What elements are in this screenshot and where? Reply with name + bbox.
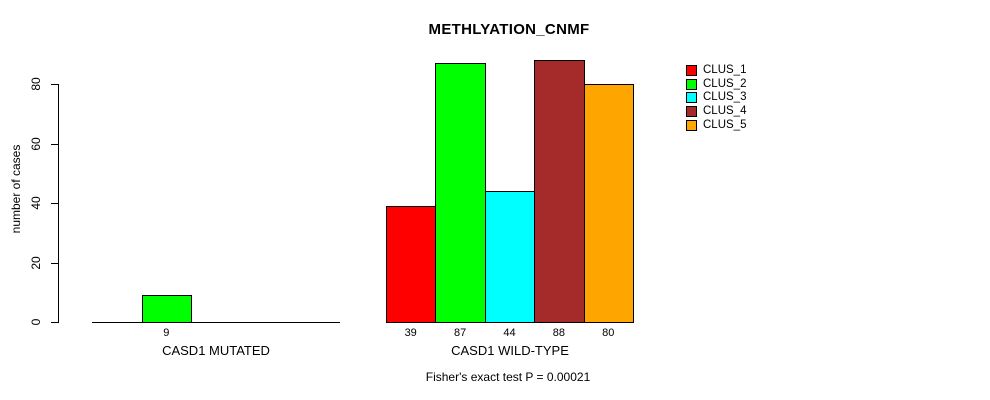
bar-value-label: 9	[163, 327, 170, 339]
bar-value-label: 39	[404, 327, 417, 339]
y-tick	[51, 322, 58, 323]
bar-value-label: 87	[453, 327, 467, 339]
fisher-test-footnote: Fisher's exact test P = 0.00021	[425, 370, 591, 384]
legend-swatch-clus_4	[686, 106, 697, 117]
y-tick-label: 80	[29, 77, 43, 91]
group-baseline	[92, 322, 340, 323]
legend-label-clus_2: CLUS_2	[703, 78, 747, 90]
y-tick	[51, 203, 58, 204]
legend-label-clus_4: CLUS_4	[703, 105, 747, 117]
bar-clus_2-mutated	[142, 295, 192, 323]
legend-swatch-clus_3	[686, 92, 697, 103]
y-tick-label: 0	[29, 318, 43, 326]
bar-clus_2-wildtype	[435, 63, 486, 323]
bar-value-label: 80	[602, 327, 615, 339]
y-axis-line	[58, 84, 59, 323]
legend-swatch-clus_5	[686, 120, 697, 131]
legend-label-clus_1: CLUS_1	[703, 64, 747, 76]
y-tick	[51, 263, 58, 264]
legend-label-clus_5: CLUS_5	[703, 119, 747, 131]
bar-clus_4-wildtype	[534, 60, 585, 323]
bar-value-label: 44	[503, 327, 516, 339]
legend-swatch-clus_2	[686, 79, 697, 90]
chart-title: METHLYATION_CNMF	[428, 21, 590, 38]
bar-clus_3-wildtype	[485, 191, 535, 323]
y-tick	[51, 84, 58, 85]
y-tick-label: 40	[29, 196, 43, 210]
y-tick	[51, 144, 58, 145]
group-label-wildtype: CASD1 WILD-TYPE	[451, 343, 569, 358]
y-axis-label: number of cases	[9, 144, 23, 234]
bar-clus_1-wildtype	[386, 206, 436, 323]
y-tick-label: 20	[29, 256, 43, 270]
bar-clus_5-wildtype	[584, 84, 634, 323]
legend-label-clus_3: CLUS_3	[703, 91, 747, 103]
group-label-mutated: CASD1 MUTATED	[162, 343, 270, 358]
bar-value-label: 88	[552, 327, 566, 339]
legend-swatch-clus_1	[686, 65, 697, 76]
y-tick-label: 60	[29, 137, 43, 151]
